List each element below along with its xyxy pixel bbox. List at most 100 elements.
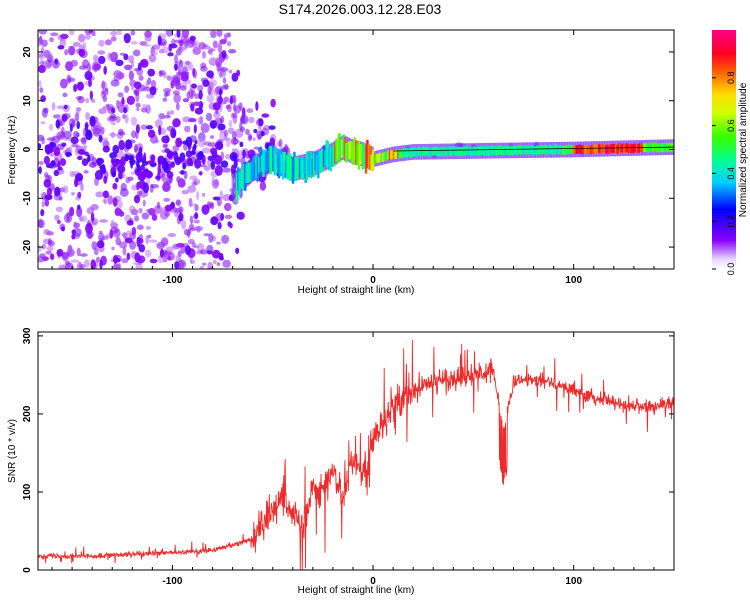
- spectrogram-point: [136, 159, 140, 168]
- spectrogram-point: [71, 229, 76, 235]
- spectrogram-point: [253, 128, 258, 134]
- ridge-segment: [533, 146, 536, 155]
- spectrogram-point: [76, 247, 81, 257]
- spectrogram-point: [38, 30, 48, 35]
- ridge-segment: [280, 154, 283, 174]
- ridge-segment: [503, 146, 507, 155]
- ridge-segment: [430, 146, 434, 156]
- ridge-segment: [239, 171, 243, 188]
- spectrogram-point: [193, 143, 197, 151]
- spectrogram-point: [138, 234, 144, 240]
- spectrogram-point: [50, 153, 54, 157]
- spectrogram-point: [102, 105, 110, 110]
- ridge-segment: [404, 148, 407, 158]
- ridge-segment: [274, 153, 278, 174]
- spectrogram-point: [242, 149, 246, 159]
- ridge-segment: [633, 143, 636, 153]
- spectrogram-point: [111, 171, 117, 178]
- spectrogram-point: [105, 87, 109, 92]
- ridge-segment: [603, 144, 606, 153]
- spectrogram-point: [88, 30, 94, 33]
- spectrogram-point: [69, 170, 75, 177]
- ridge-segment: [387, 150, 390, 160]
- ridge-segment: [623, 144, 626, 154]
- spectrogram-point: [148, 54, 157, 63]
- spectrogram-point: [176, 30, 181, 38]
- spectrogram-point: [261, 113, 270, 118]
- spectrogram-point: [231, 72, 239, 82]
- spectrogram-point: [207, 261, 214, 269]
- ridge-segment: [508, 146, 511, 155]
- ridge-segment: [446, 146, 449, 156]
- spectrogram-point: [153, 205, 162, 214]
- ridge-segment: [380, 152, 383, 162]
- spectrogram-point: [121, 258, 129, 264]
- spectrogram-point: [68, 30, 75, 36]
- spectrogram-point: [217, 123, 226, 131]
- spectrogram-point: [110, 121, 116, 126]
- spectrogram-point: [219, 115, 225, 124]
- ridge-segment: [395, 149, 399, 159]
- spectrogram-point: [196, 226, 201, 233]
- spectrogram-point: [130, 41, 138, 45]
- ridge-segment: [297, 157, 300, 173]
- ridge-segment: [332, 144, 335, 167]
- spectrogram-point: [197, 84, 204, 92]
- x-tick-label: -100: [162, 275, 182, 286]
- spectrogram-point: [147, 129, 156, 138]
- ridge-segment: [471, 147, 474, 157]
- spectrogram-point: [145, 225, 152, 230]
- spectrogram-point: [225, 104, 231, 110]
- ridge-segment: [269, 145, 272, 175]
- spectrogram-point: [130, 86, 135, 91]
- ridge-segment: [290, 158, 293, 179]
- ridge-segment: [287, 152, 290, 179]
- ridge-segment: [505, 145, 508, 155]
- spectrogram-point: [91, 32, 96, 37]
- ridge-segment: [408, 148, 411, 158]
- spectrogram-point: [110, 79, 120, 87]
- spectrogram-point: [46, 187, 53, 197]
- spectrogram-point: [78, 33, 86, 43]
- spectrogram-point: [159, 248, 165, 258]
- ridge-segment: [392, 150, 396, 160]
- spectrogram-point: [85, 98, 90, 104]
- spectrogram-point: [216, 30, 223, 38]
- spectrogram-point: [203, 165, 211, 171]
- spectrogram-point: [161, 135, 170, 144]
- ridge-segment: [251, 160, 254, 180]
- spectrogram-point: [115, 115, 121, 123]
- ridge-segment: [429, 147, 432, 157]
- ridge-segment: [439, 147, 442, 157]
- ridge-segment: [593, 144, 597, 154]
- ridge-segment: [590, 145, 594, 154]
- spectrogram-point: [189, 95, 194, 100]
- ridge-segment: [360, 144, 364, 161]
- spectrogram-point: [269, 137, 276, 148]
- spectrogram-point: [161, 46, 169, 54]
- spectrogram-point: [239, 141, 244, 148]
- spectrogram-point: [90, 212, 95, 223]
- spectrogram-point: [42, 50, 52, 59]
- spectrogram-point: [138, 207, 143, 214]
- spectrogram-point: [39, 60, 45, 66]
- ridge-segment: [319, 150, 323, 172]
- spectrogram-point: [130, 60, 135, 68]
- spectrogram-point: [64, 262, 74, 269]
- spectrogram-point: [61, 114, 68, 122]
- ridge-segment: [619, 144, 622, 154]
- spectrogram-point: [184, 245, 191, 255]
- spectrogram-point: [209, 147, 218, 155]
- spectrogram-point: [212, 40, 218, 49]
- snr-line: [38, 339, 674, 570]
- spectrogram-point: [124, 85, 130, 93]
- spectrogram-point: [164, 204, 172, 212]
- ridge-segment: [331, 145, 334, 166]
- spectrogram-point: [38, 166, 42, 175]
- spectrogram-point: [77, 96, 85, 104]
- ridge-segment: [272, 145, 275, 172]
- spectrogram-point: [140, 164, 145, 171]
- ridge-segment: [415, 148, 418, 158]
- spectrogram-point: [190, 103, 195, 112]
